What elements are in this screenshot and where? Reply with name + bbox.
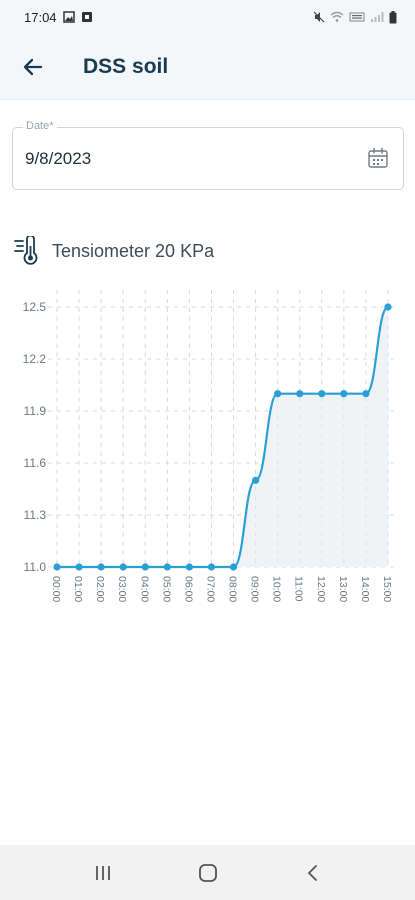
y-tick-label: 11.3 <box>24 508 47 522</box>
x-tick-label: 14:00 <box>359 576 371 602</box>
x-tick-label: 04:00 <box>138 576 150 602</box>
x-tick-label: 02:00 <box>94 576 106 602</box>
area-fill <box>57 307 388 567</box>
thermometer-icon <box>14 236 38 265</box>
system-back-button[interactable] <box>283 853 343 893</box>
x-tick-label: 01:00 <box>72 576 84 602</box>
page-title: DSS soil <box>83 54 169 78</box>
x-tick-label: 08:00 <box>227 576 239 602</box>
sensor-title: Tensiometer 20 KPa <box>52 240 215 261</box>
x-tick-label: 15:00 <box>381 576 393 602</box>
y-tick-label: 11.6 <box>24 456 47 470</box>
date-field-value: 9/8/2023 <box>25 148 92 168</box>
calendar-icon <box>368 147 388 168</box>
calendar-button[interactable] <box>367 147 391 171</box>
date-field[interactable]: Date* 9/8/2023 <box>12 120 404 190</box>
data-point <box>229 563 238 571</box>
data-point <box>185 563 193 571</box>
data-point <box>207 563 216 571</box>
volte-icon <box>349 12 365 22</box>
battery-icon <box>389 10 397 23</box>
data-point <box>362 390 370 398</box>
status-bar: 17:04 <box>0 0 415 34</box>
data-point <box>53 563 61 571</box>
recents-icon <box>95 865 110 880</box>
data-point <box>97 563 105 571</box>
data-point <box>296 390 304 398</box>
system-nav-bar <box>0 845 415 900</box>
wifi-icon <box>330 11 344 22</box>
home-icon <box>198 863 217 882</box>
data-point <box>274 390 282 398</box>
x-tick-label: 07:00 <box>204 576 216 602</box>
x-tick-label: 00:00 <box>50 576 62 602</box>
notification-icon <box>81 12 92 22</box>
y-tick-label: 11.0 <box>24 560 47 574</box>
back-button[interactable] <box>13 47 53 87</box>
data-point <box>384 303 392 311</box>
x-tick-label: 12:00 <box>315 576 327 602</box>
date-field-label: Date* <box>23 120 57 132</box>
back-chevron-icon <box>307 864 317 881</box>
x-tick-label: 10:00 <box>271 576 283 602</box>
y-tick-label: 11.9 <box>24 404 47 418</box>
y-tick-label: 12.2 <box>23 352 47 366</box>
data-point <box>163 563 171 571</box>
status-time: 17:04 <box>24 9 57 25</box>
y-tick-label: 12.5 <box>23 300 47 314</box>
home-button[interactable] <box>178 853 238 893</box>
recents-button[interactable] <box>73 853 133 893</box>
image-icon <box>62 11 75 23</box>
data-point <box>119 563 127 571</box>
sensor-header: Tensiometer 20 KPa <box>14 236 214 266</box>
data-point <box>75 563 83 571</box>
signal-icon <box>371 12 384 22</box>
data-point <box>141 563 149 571</box>
data-point <box>318 390 326 398</box>
data-point <box>252 476 260 484</box>
x-tick-label: 06:00 <box>182 576 194 602</box>
mute-icon <box>313 11 325 23</box>
app-bar: DSS soil <box>0 34 415 100</box>
x-tick-label: 05:00 <box>160 576 172 602</box>
arrow-left-icon <box>23 58 43 75</box>
x-tick-label: 03:00 <box>116 576 128 602</box>
x-tick-label: 09:00 <box>249 576 261 602</box>
x-tick-label: 13:00 <box>337 576 349 602</box>
tensiometer-line-chart: 11.0 11.3 11.6 11.9 12.2 12.5 00:00 01:00 02:00 0… <box>23 290 396 602</box>
x-tick-label: 11:00 <box>293 576 305 602</box>
data-point <box>340 390 348 398</box>
